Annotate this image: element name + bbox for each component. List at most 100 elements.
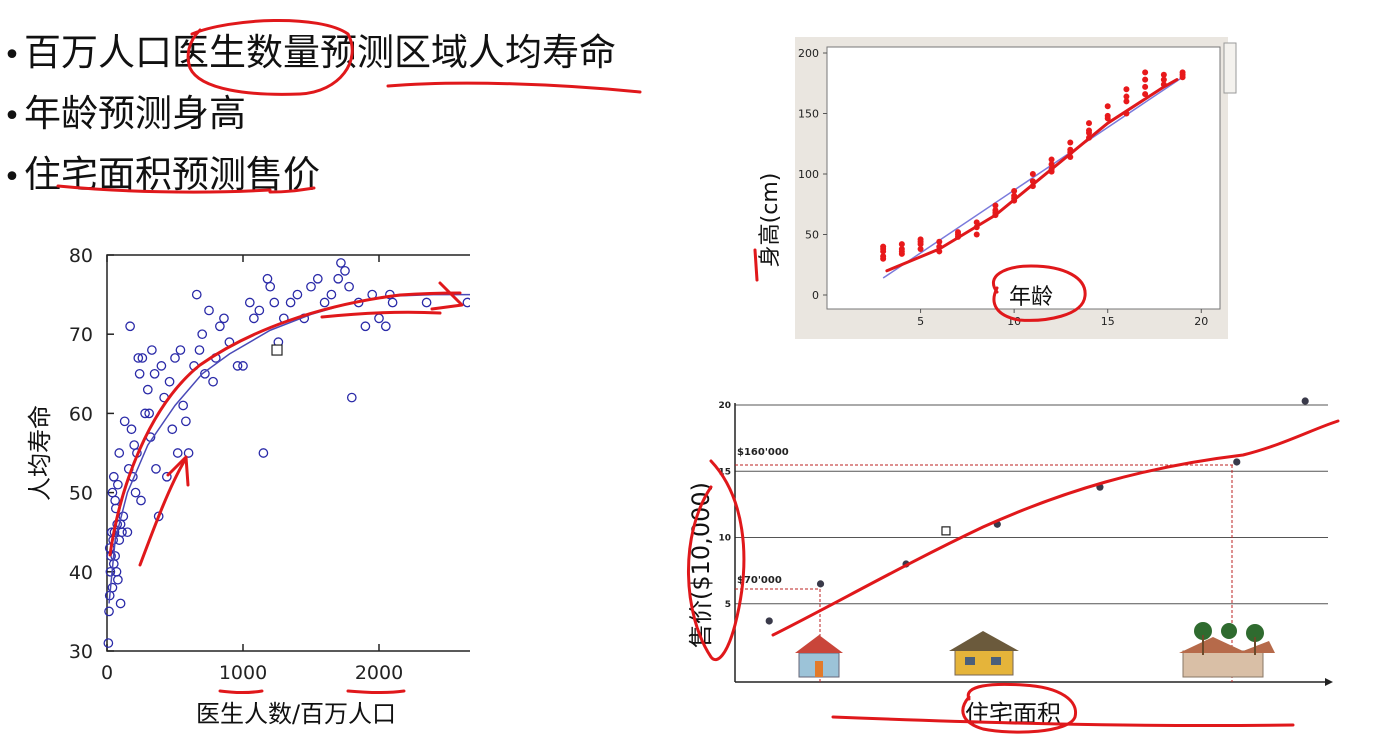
data-point bbox=[1029, 171, 1036, 177]
y-tick-label: 15 bbox=[718, 467, 731, 477]
data-point bbox=[462, 297, 470, 308]
data-point bbox=[136, 495, 146, 506]
data-point bbox=[167, 424, 178, 435]
data-point bbox=[161, 471, 172, 482]
data-point bbox=[110, 495, 121, 506]
data-point bbox=[170, 353, 180, 363]
data-point bbox=[1011, 187, 1018, 194]
data-point bbox=[1104, 115, 1111, 122]
fit-line bbox=[882, 76, 1183, 279]
data-point bbox=[285, 297, 296, 308]
data-point bbox=[1067, 139, 1074, 146]
data-point bbox=[1123, 93, 1130, 100]
y-tick-label: 60 bbox=[69, 403, 93, 425]
bullet-item: •年龄预测身高 bbox=[0, 85, 616, 146]
data-point bbox=[200, 368, 210, 379]
data-point bbox=[312, 273, 323, 284]
data-point bbox=[1142, 91, 1149, 98]
ink-arrow-up-head bbox=[166, 455, 190, 487]
data-point bbox=[1179, 71, 1186, 78]
data-point bbox=[147, 345, 157, 355]
y-tick-label: 50 bbox=[805, 229, 819, 242]
data-point bbox=[898, 248, 905, 255]
chart-lifespan: 0100020003000304050607080 医生人数/百万人口 人均寿命 bbox=[26, 245, 470, 728]
data-point bbox=[269, 297, 280, 308]
bullet-text: 年龄预测身高 bbox=[24, 92, 246, 135]
data-point bbox=[119, 416, 130, 427]
data-point bbox=[880, 255, 887, 262]
ink-fit-trace bbox=[885, 78, 1179, 273]
bullet-item: •住宅面积预测售价 bbox=[0, 146, 616, 207]
data-point bbox=[142, 384, 153, 395]
data-point bbox=[340, 265, 350, 276]
data-point bbox=[140, 408, 150, 419]
data-point bbox=[917, 246, 924, 253]
chart1-ticks: 0100020003000304050607080 bbox=[69, 245, 403, 684]
data-point bbox=[151, 463, 161, 474]
data-point bbox=[113, 574, 123, 585]
ink-trend-line bbox=[771, 419, 1340, 637]
data-point bbox=[144, 408, 155, 419]
data-point bbox=[113, 479, 123, 490]
data-point bbox=[137, 353, 148, 363]
chart3-gridlines bbox=[735, 404, 1328, 605]
side-tab bbox=[1223, 42, 1237, 94]
y-tick-label: 20 bbox=[718, 401, 731, 411]
data-point bbox=[194, 345, 205, 355]
small-house-icon bbox=[795, 635, 843, 678]
data-point bbox=[346, 392, 357, 403]
data-point bbox=[258, 448, 269, 458]
data-point bbox=[1048, 161, 1055, 168]
data-point bbox=[104, 606, 114, 617]
y-axis-label: 身高(cm) bbox=[758, 173, 783, 268]
ink-ylabel-bracket bbox=[687, 459, 746, 662]
bullet-dot: • bbox=[3, 160, 21, 195]
data-point bbox=[326, 289, 337, 300]
data-point bbox=[265, 281, 276, 292]
x-tick-label: 2000 bbox=[355, 662, 403, 684]
bullet-item: •百万人口医生数量预测区域人均寿命 bbox=[0, 24, 616, 85]
data-point bbox=[1048, 156, 1055, 163]
data-point bbox=[130, 487, 141, 498]
data-point bbox=[238, 361, 248, 371]
data-point bbox=[360, 321, 371, 332]
ink-arrow-up bbox=[138, 458, 187, 567]
x-axis-label: 医生人数/百万人口 bbox=[196, 700, 396, 728]
y-tick-label: 5 bbox=[725, 600, 731, 610]
data-point bbox=[208, 376, 218, 387]
data-point bbox=[175, 345, 186, 355]
x-tick-label: 20 bbox=[1194, 315, 1208, 328]
y-tick-label: 200 bbox=[798, 47, 819, 60]
bullet-list: •百万人口医生数量预测区域人均寿命 •年龄预测身高 •住宅面积预测售价 bbox=[0, 24, 616, 207]
y-axis-label: 人均寿命 bbox=[26, 405, 54, 501]
ink-curve bbox=[108, 291, 462, 557]
data-point bbox=[172, 448, 183, 458]
data-point bbox=[249, 313, 259, 324]
y-tick-label: 80 bbox=[69, 245, 93, 267]
bullet-dot: • bbox=[3, 99, 21, 134]
large-house-icon bbox=[1179, 622, 1275, 678]
y-tick-label: 10 bbox=[718, 534, 731, 544]
data-point bbox=[1123, 86, 1130, 93]
data-point bbox=[197, 329, 208, 340]
data-point bbox=[1233, 458, 1241, 466]
data-point bbox=[387, 297, 398, 308]
ink-mark-ylabel bbox=[753, 248, 759, 282]
ink-circle-age bbox=[991, 264, 1087, 322]
x-tick-label: 15 bbox=[1101, 315, 1115, 328]
data-point bbox=[1104, 103, 1111, 110]
data-point bbox=[1142, 83, 1149, 90]
data-point bbox=[215, 321, 225, 332]
data-point bbox=[244, 297, 255, 308]
data-point bbox=[114, 448, 125, 458]
annotation-160k: $160'000 bbox=[737, 447, 789, 458]
ink-tick-1000 bbox=[218, 689, 264, 694]
data-point bbox=[1301, 397, 1309, 405]
data-point bbox=[183, 448, 194, 458]
bullet-dot: • bbox=[3, 38, 21, 73]
data-point bbox=[115, 598, 126, 609]
ink-xlabel-underline bbox=[831, 715, 1295, 728]
bullet-text: 住宅面积预测售价 bbox=[24, 153, 320, 196]
data-point bbox=[1086, 120, 1092, 127]
annotation-70k: $70'000 bbox=[737, 575, 782, 586]
